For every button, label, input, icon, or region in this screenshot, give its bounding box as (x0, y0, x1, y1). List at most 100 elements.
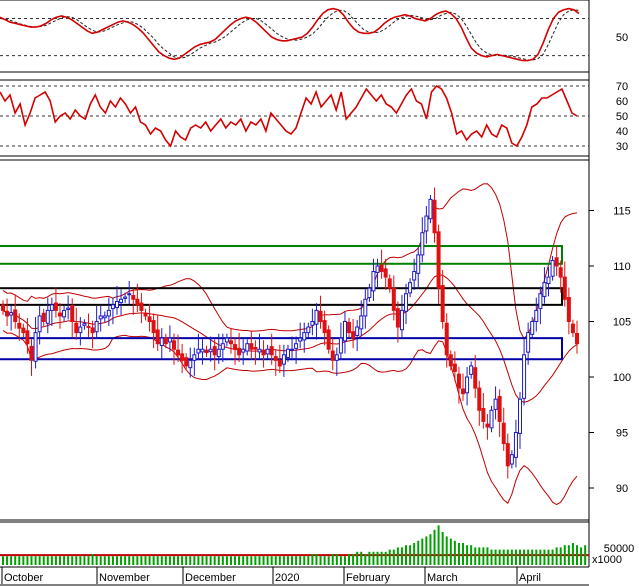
candle-body (314, 309, 319, 325)
candle-body (481, 408, 486, 422)
candle-body (78, 326, 83, 334)
candle-body (151, 320, 156, 334)
candle-body (355, 326, 360, 336)
candle-body (546, 276, 551, 285)
candle-body (461, 388, 466, 395)
candle-body (456, 373, 461, 389)
candle-body (62, 309, 67, 318)
candle-body (338, 337, 343, 354)
candle-body (448, 354, 453, 367)
candle-body (45, 309, 50, 324)
candle-body (509, 454, 514, 465)
stochastic-main-line (0, 7, 580, 62)
candle-body (66, 307, 71, 311)
candle-body (163, 337, 168, 345)
candle-body (123, 296, 128, 299)
candle-body (110, 304, 115, 310)
rsi-tick-label: 50 (616, 111, 628, 123)
candle-body (233, 344, 238, 350)
candle-body (200, 348, 205, 353)
candle-body (204, 349, 209, 354)
candle-body (408, 282, 413, 294)
bollinger-upper-band (2, 183, 578, 340)
candle-body (74, 322, 79, 334)
rsi-tick-label: 60 (616, 96, 628, 108)
candle-body (49, 304, 54, 311)
candle-body (119, 298, 124, 303)
candle-body (180, 353, 185, 361)
candle-body (33, 332, 38, 362)
candle-body (412, 271, 417, 281)
candle-body (273, 356, 278, 361)
candle-body (550, 259, 555, 277)
candle-body (375, 265, 380, 273)
candle-body (184, 357, 189, 367)
candle-body (436, 231, 441, 289)
candle-body (497, 396, 502, 422)
candle-body (98, 315, 103, 320)
candle-body (522, 354, 527, 399)
candle-body (143, 312, 148, 317)
month-label: December (185, 572, 236, 584)
candle-body (575, 332, 579, 345)
candle-body (245, 343, 250, 352)
candle-body (257, 348, 262, 353)
candle-body (159, 337, 164, 346)
price-tick-label: 95 (616, 428, 628, 440)
volume-tick-label: 50000 (604, 543, 635, 555)
candle-body (147, 316, 152, 323)
zone-green-box (0, 245, 563, 265)
candle-body (383, 268, 388, 278)
candle-body (114, 301, 119, 309)
candle-body (359, 315, 364, 330)
candle-body (347, 321, 352, 334)
bollinger-middle-band (2, 274, 578, 403)
candle-body (351, 331, 356, 339)
candle-body (518, 398, 523, 434)
candle-body (404, 293, 409, 312)
candle-body (395, 308, 400, 328)
month-label: April (519, 572, 541, 584)
candle-body (167, 337, 172, 343)
candle-body (342, 321, 347, 342)
candle-body (310, 321, 315, 326)
candle-body (489, 409, 494, 429)
candle-body (90, 327, 95, 334)
price-tick-label: 90 (616, 483, 628, 495)
candle-body (216, 348, 221, 358)
rsi-tick-label: 70 (616, 81, 628, 93)
candle-body (302, 332, 307, 341)
price-tick-label: 105 (613, 317, 631, 329)
candle-body (86, 325, 91, 328)
candle-body (322, 320, 327, 334)
candle-body (82, 323, 87, 326)
candle-body (29, 345, 34, 361)
candle-body (318, 310, 323, 322)
candle-body (432, 199, 437, 234)
stochastic-tick-label: 50 (616, 32, 628, 44)
candle-body (538, 293, 543, 310)
candle-body (570, 323, 575, 334)
candle-body (505, 443, 510, 467)
candle-body (326, 329, 331, 350)
candle-body (566, 297, 571, 322)
candle-body (139, 302, 144, 311)
candle-body (562, 276, 567, 300)
candle-body (1, 304, 5, 311)
candle-body (379, 264, 384, 273)
candle-body (253, 346, 258, 350)
candle-body (526, 332, 531, 353)
month-label: March (427, 572, 458, 584)
candle-body (367, 287, 372, 299)
bollinger-lower-band (2, 329, 578, 506)
candle-body (416, 254, 421, 274)
candle-body (281, 354, 286, 365)
candle-body (220, 343, 225, 350)
candle-body (493, 398, 498, 410)
candle-body (444, 322, 449, 356)
candle-body (249, 343, 254, 350)
zone-black-box (0, 287, 563, 306)
candle-body (212, 346, 217, 356)
candle-body (224, 337, 229, 343)
candle-body (269, 346, 274, 356)
